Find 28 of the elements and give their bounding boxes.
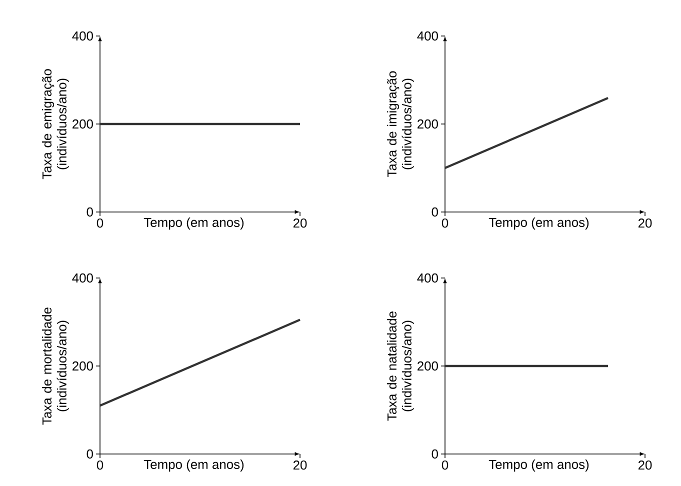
y-tick-label: 400 (72, 273, 93, 283)
x-tick-label: 0 (96, 460, 104, 470)
y-axis-title: Taxa de emigração (indivíduos/ano) (42, 69, 70, 180)
x-tick-label: 0 (442, 218, 448, 228)
x-tick-label: 0 (442, 460, 448, 470)
y-tick-label: 200 (418, 119, 438, 129)
x-tick-label: 0 (96, 218, 104, 228)
x-tick-label: 20 (293, 460, 307, 470)
y-tick-label: 400 (72, 31, 93, 41)
y-tick-label: 0 (432, 449, 438, 459)
y-tick-label: 0 (86, 449, 93, 459)
y-axis-title: Taxa de natalidade (indivíduos/ano) (387, 312, 414, 421)
y-tick-label: 200 (72, 119, 93, 129)
x-axis-title: Tempo (em anos) (488, 460, 589, 472)
x-tick-label: 20 (293, 218, 307, 228)
y-tick-label: 0 (86, 207, 93, 217)
y-tick-label: 200 (72, 361, 93, 371)
y-tick-label: 400 (417, 31, 438, 41)
x-tick-label: 20 (638, 460, 652, 470)
x-axis-title: Tempo (em anos) (144, 218, 244, 230)
y-tick-label: 400 (417, 273, 438, 283)
y-axis-title: Taxa de mortalidade (indivíduos/ano) (42, 308, 70, 425)
x-axis-title: Tempo (em anos) (144, 460, 244, 472)
y-tick-label: 0 (432, 207, 438, 217)
x-tick-label: 20 (638, 218, 652, 228)
y-axis-title: Taxa de imigração (indivíduos/ano) (387, 71, 414, 177)
y-tick-label: 200 (418, 361, 438, 371)
x-axis-title: Tempo (em anos) (488, 218, 589, 230)
